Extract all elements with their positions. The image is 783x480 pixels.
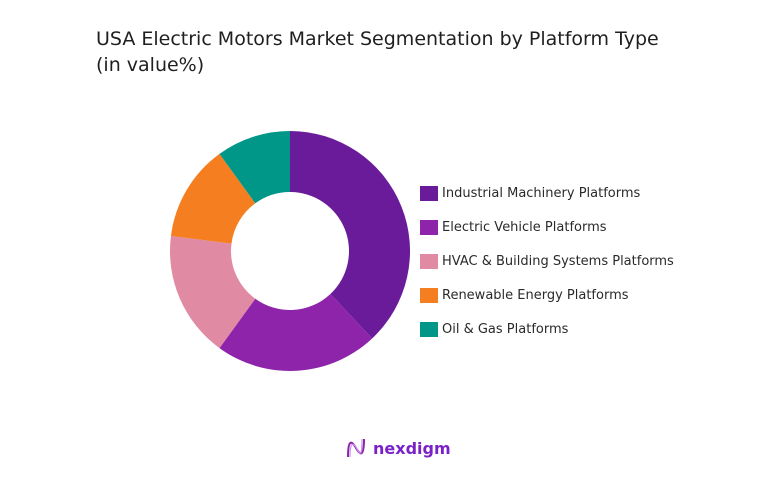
slice-oil-gas-platforms bbox=[219, 131, 290, 204]
legend-label: Oil & Gas Platforms bbox=[442, 321, 569, 337]
legend-label: Industrial Machinery Platforms bbox=[442, 185, 641, 201]
chart-title: USA Electric Motors Market Segmentation … bbox=[96, 26, 736, 78]
legend-label: HVAC & Building Systems Platforms bbox=[442, 253, 674, 269]
legend-item: Oil & Gas Platforms bbox=[420, 312, 674, 346]
legend-item: Renewable Energy Platforms bbox=[420, 278, 674, 312]
legend-item: HVAC & Building Systems Platforms bbox=[420, 244, 674, 278]
legend: Industrial Machinery Platforms Electric V… bbox=[420, 176, 674, 346]
brand-logo: nexdigm bbox=[345, 437, 451, 459]
subtitle-text: (in value%) bbox=[96, 54, 205, 76]
legend-label: Electric Vehicle Platforms bbox=[442, 219, 607, 235]
legend-swatch bbox=[420, 321, 438, 337]
legend-swatch bbox=[420, 253, 438, 269]
nexdigm-logo-icon bbox=[347, 438, 365, 458]
legend-swatch bbox=[420, 185, 438, 201]
slice-hvac-building-systems-platforms bbox=[170, 235, 256, 349]
brand-name: nexdigm bbox=[373, 438, 451, 458]
title-text: USA Electric Motors Market Segmentation … bbox=[96, 28, 659, 50]
slice-renewable-energy-platforms bbox=[170, 153, 256, 244]
slice-electric-vehicle-platforms bbox=[219, 294, 373, 371]
slice-industrial-machinery-platforms bbox=[290, 131, 410, 339]
legend-item: Electric Vehicle Platforms bbox=[420, 210, 674, 244]
legend-item: Industrial Machinery Platforms bbox=[420, 176, 674, 210]
legend-label: Renewable Energy Platforms bbox=[442, 287, 629, 303]
legend-swatch bbox=[420, 219, 438, 235]
legend-swatch bbox=[420, 287, 438, 303]
